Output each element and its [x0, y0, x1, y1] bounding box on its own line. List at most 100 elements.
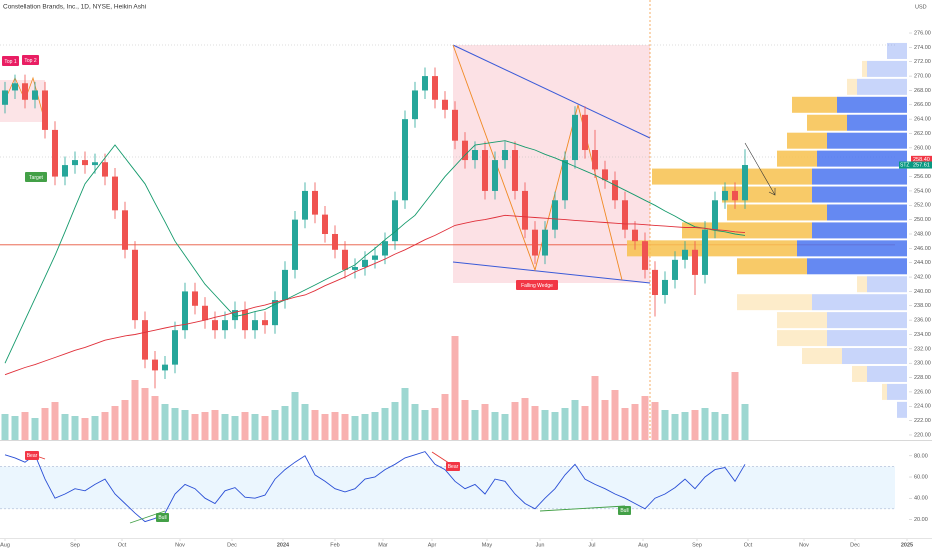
y-tick-label: 246.00: [914, 246, 931, 252]
candle-body: [722, 190, 728, 201]
volume-bar: [231, 416, 239, 440]
y-tick-label: 230.00: [914, 361, 931, 367]
candle-body: [102, 162, 108, 177]
candle-body: [162, 364, 168, 371]
candle-body: [322, 214, 328, 234]
main-layer: [2, 67, 748, 523]
candle-body: [62, 165, 68, 177]
profile-bar: [887, 42, 907, 59]
volume-bar: [681, 412, 689, 440]
x-tick-label: Aug: [638, 542, 648, 548]
volume-bar: [511, 402, 519, 440]
volume-bar: [701, 408, 709, 440]
y-tick-label: 222.00: [914, 418, 931, 424]
y-tick-label: 244.00: [914, 260, 931, 266]
candle-body: [612, 180, 618, 201]
candle-body: [542, 229, 548, 256]
profile-bar: [817, 150, 907, 167]
candle-body: [12, 83, 18, 91]
candle-body: [42, 90, 48, 130]
volume-bar: [301, 404, 309, 440]
volume-bar: [691, 410, 699, 440]
candle-body: [592, 150, 598, 170]
chart-title: Constellation Brands, Inc., 1D, NYSE, He…: [3, 4, 146, 11]
x-tick-label: 2025: [901, 542, 913, 548]
y-tick-label: 270.00: [914, 74, 931, 80]
volume-bar: [291, 392, 299, 440]
arrow-head: [768, 188, 776, 196]
rsi-band: [0, 466, 895, 509]
label-box: [446, 462, 460, 471]
symbol-box: [899, 161, 911, 169]
volume-bar: [401, 388, 409, 440]
volume-bar: [141, 388, 149, 440]
annotation: Bull: [158, 515, 166, 521]
candle-body: [642, 241, 648, 270]
candle-body: [342, 249, 348, 270]
candle-body: [582, 114, 588, 151]
x-tick-label: Aug: [0, 542, 10, 548]
candle-body: [662, 279, 668, 296]
currency: USD: [915, 4, 927, 10]
volume-bar: [361, 414, 369, 440]
volume-bar: [201, 412, 209, 440]
candle-body: [312, 190, 318, 215]
volume-bar: [561, 408, 569, 440]
candle-body: [332, 233, 338, 250]
profile-bar: [867, 60, 907, 77]
x-tick-label: Sep: [70, 542, 80, 548]
profile-bar: [777, 150, 817, 167]
candle-body: [82, 160, 88, 166]
y-tick-label: 228.00: [914, 375, 931, 381]
x-tick-label: Sep: [692, 542, 702, 548]
volume-bar: [731, 372, 739, 440]
candle-body: [222, 320, 228, 331]
candle-body: [622, 200, 628, 230]
candle-body: [572, 114, 578, 161]
volume-bar: [591, 376, 599, 440]
volume-bar: [151, 396, 159, 440]
profile-bar: [812, 294, 907, 311]
y-tick-label: 226.00: [914, 389, 931, 395]
x-tick-label: Oct: [744, 542, 753, 548]
label-box: [22, 55, 39, 65]
y-tick-label: 232.00: [914, 346, 931, 352]
volume-bar: [471, 410, 479, 440]
volume-bar: [321, 414, 329, 440]
volume-bar: [421, 410, 429, 440]
volume-bar: [1, 414, 9, 440]
profile-bar: [827, 132, 907, 149]
candle-body: [202, 305, 208, 321]
candle-body: [32, 90, 38, 100]
profile-bar: [787, 132, 827, 149]
profile-bar: [882, 383, 887, 400]
volume-bar: [91, 416, 99, 440]
x-tick-label: Dec: [227, 542, 237, 548]
volume-bar: [351, 416, 359, 440]
x-tick-label: May: [482, 542, 493, 548]
label-box: [516, 280, 558, 290]
y-tick-label: 272.00: [914, 59, 931, 65]
annotation: Top 2: [24, 58, 36, 64]
volume-bar: [41, 408, 49, 440]
x-tick-label: Dec: [850, 542, 860, 548]
volume-bar: [191, 414, 199, 440]
volume-bar: [271, 410, 279, 440]
candle-body: [112, 176, 118, 211]
candle-body: [512, 150, 518, 191]
volume-bar: [661, 410, 669, 440]
candle-body: [152, 359, 158, 371]
volume-bar: [481, 404, 489, 440]
candle-body: [212, 320, 218, 331]
y-tick-label: 234.00: [914, 332, 931, 338]
profile-bar: [857, 276, 867, 293]
candle-body: [522, 190, 528, 230]
y-tick-label: 236.00: [914, 318, 931, 324]
volume-bar: [101, 412, 109, 440]
candle-body: [712, 200, 718, 230]
volume-bar: [581, 406, 589, 440]
profile-bar: [857, 78, 907, 95]
y-tick-label: 240.00: [914, 289, 931, 295]
volume-bar: [601, 400, 609, 440]
